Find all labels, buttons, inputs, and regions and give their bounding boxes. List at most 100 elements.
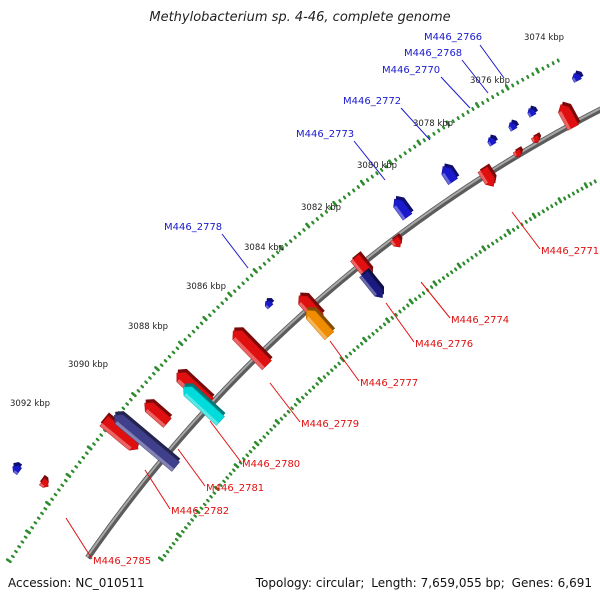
tick-mark (237, 285, 241, 290)
gene-block[interactable] (227, 323, 273, 371)
gene-leader-line (479, 44, 505, 79)
tick-mark (414, 297, 418, 302)
tick-mark (195, 325, 200, 330)
tick-mark (154, 366, 160, 372)
gene-label-m446-2770[interactable]: M446_2770 (382, 65, 440, 76)
tick-mark (209, 495, 213, 499)
gene-highlight (487, 141, 492, 147)
tick-mark (311, 385, 316, 390)
gene-highlight (13, 470, 19, 475)
gene-label-m446-2782[interactable]: M446_2782 (171, 506, 229, 517)
tick-mark (63, 479, 68, 483)
gene-label-m446-2774[interactable]: M446_2774 (451, 315, 509, 326)
tick-mark (461, 113, 465, 118)
gene-block[interactable] (389, 233, 406, 250)
gene-block[interactable] (506, 118, 520, 132)
gene-block[interactable] (140, 395, 174, 428)
tick-mark (144, 380, 148, 384)
tick-mark (225, 476, 230, 480)
gene-label-m446-2771[interactable]: M446_2771 (541, 246, 599, 257)
tick-mark (20, 540, 25, 544)
tick-mark (501, 89, 505, 94)
tick-mark (290, 406, 294, 411)
gene-block[interactable] (530, 132, 543, 145)
tick-mark (352, 188, 356, 193)
tick-mark (593, 179, 597, 184)
tick-mark (199, 321, 204, 326)
tick-mark (375, 171, 379, 176)
tick-mark (387, 159, 393, 166)
gene-label-m446-2766[interactable]: M446_2766 (424, 32, 482, 43)
tick-mark (356, 345, 360, 349)
tick-mark (183, 338, 188, 342)
gene-highlight (477, 170, 489, 185)
gene-block[interactable] (301, 303, 336, 341)
gene-label-m446-2785[interactable]: M446_2785 (93, 556, 151, 567)
tick-mark (136, 389, 141, 393)
gene-highlight (390, 240, 396, 247)
tick-mark (352, 348, 356, 353)
gene-block[interactable] (99, 412, 144, 455)
gene-highlight (39, 483, 45, 488)
tick-mark (511, 83, 515, 88)
tick-mark (23, 535, 28, 539)
tick-mark (99, 433, 104, 437)
gene-leader-line (209, 420, 242, 463)
gene-block[interactable] (525, 104, 539, 118)
gene-highlight (306, 316, 328, 340)
tick-mark (245, 453, 250, 458)
tick-mark (580, 186, 584, 191)
gene-label-m446-2781[interactable]: M446_2781 (206, 483, 264, 494)
length-label: Length: (371, 576, 417, 590)
gene-block[interactable] (178, 379, 226, 426)
tick-mark (398, 154, 403, 159)
gene-block[interactable] (485, 133, 499, 147)
tick-mark (159, 363, 164, 367)
tick-mark (283, 413, 287, 418)
gene-block[interactable] (38, 474, 52, 490)
gene-labels-layer: M446_2766 M446_2768 M446_2770 M446_2772 M446… (93, 32, 599, 567)
tick-mark (5, 558, 12, 564)
gene-label-m446-2768[interactable]: M446_2768 (404, 48, 462, 59)
tick-mark (394, 157, 398, 162)
tick-mark (36, 516, 41, 520)
scale-tick-label: 3078 kbp (413, 119, 453, 129)
tick-mark (385, 317, 391, 324)
gene-leader-line (144, 469, 171, 510)
gene-block[interactable] (570, 69, 584, 83)
tick-mark (454, 267, 458, 272)
gene-block[interactable] (109, 407, 181, 472)
gene-block[interactable] (512, 146, 525, 159)
gene-block[interactable] (359, 267, 389, 301)
gene-label-m446-2777[interactable]: M446_2777 (360, 378, 418, 389)
gene-block[interactable] (477, 163, 501, 190)
gene-block[interactable] (389, 193, 414, 221)
genome-summary: Topology: circular; Length: 7,659,055 bp; … (255, 576, 592, 590)
gene-block[interactable] (9, 460, 23, 476)
gene-leader-line (65, 517, 93, 560)
tick-mark (43, 507, 48, 511)
tick-mark (495, 238, 499, 243)
tick-mark (162, 553, 167, 558)
gene-label-m446-2772[interactable]: M446_2772 (343, 96, 401, 107)
gene-label-m446-2773[interactable]: M446_2773 (296, 129, 354, 140)
accession-info: Accession: NC_010511 (8, 576, 145, 590)
gene-block[interactable] (438, 160, 461, 185)
gene-label-m446-2779[interactable]: M446_2779 (301, 419, 359, 430)
gene-block[interactable] (555, 99, 582, 131)
tick-mark (342, 195, 347, 200)
tick-mark (238, 461, 243, 465)
tick-mark (308, 389, 312, 393)
gene-block[interactable] (262, 296, 275, 310)
gene-label-m446-2778[interactable]: M446_2778 (164, 222, 222, 233)
tick-mark (262, 435, 266, 439)
tick-mark (191, 329, 196, 334)
tick-mark (432, 280, 438, 287)
tick-mark (121, 406, 126, 411)
gene-label-m446-2780[interactable]: M446_2780 (242, 459, 300, 470)
gene-label-m446-2776[interactable]: M446_2776 (415, 339, 473, 350)
tick-mark (408, 298, 414, 305)
tick-mark (175, 346, 180, 350)
gene-highlight (441, 172, 451, 185)
tick-mark (95, 437, 100, 442)
